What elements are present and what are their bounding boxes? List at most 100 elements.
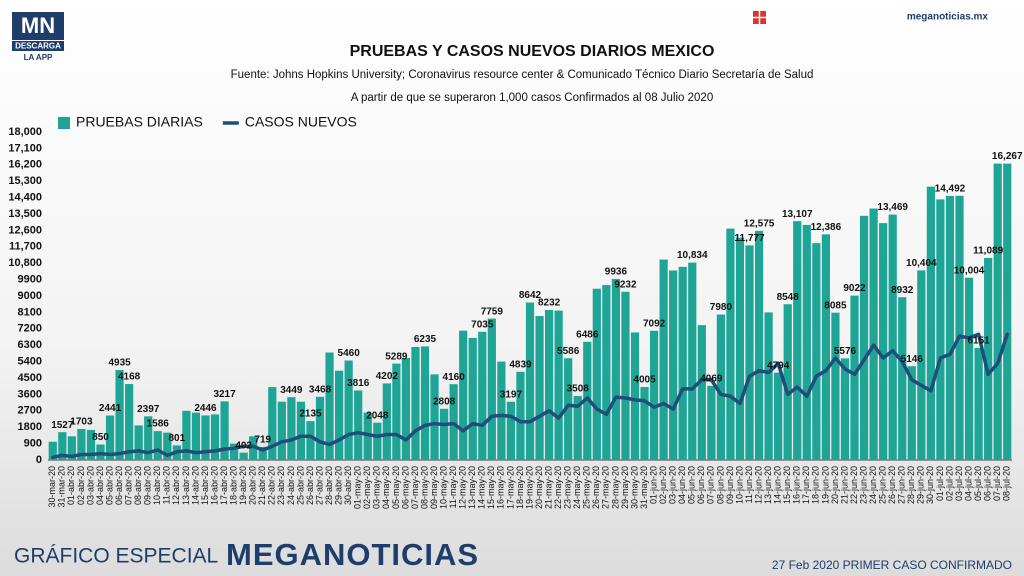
value-label: 402: [235, 440, 252, 451]
bar: [230, 443, 239, 460]
bar: [1003, 163, 1012, 461]
value-label: 2441: [99, 403, 122, 414]
value-label: 850: [92, 432, 109, 443]
bar: [258, 446, 267, 460]
x-tick-label: 25-jun-20: [878, 466, 888, 504]
x-tick-label: 22-abr-20: [267, 466, 277, 505]
bar: [315, 396, 325, 460]
y-tick-label: 0: [36, 454, 42, 466]
bar: [220, 401, 229, 460]
x-tick-label: 31-mar-20: [57, 466, 67, 508]
x-tick-label: 07-may-20: [410, 466, 420, 509]
x-tick-label: 09-abr-20: [143, 466, 153, 505]
x-tick-label: 06-abr-20: [114, 466, 124, 505]
bar: [888, 214, 897, 460]
y-tick-label: 1800: [18, 421, 42, 433]
bar: [659, 259, 668, 460]
bar: [382, 383, 391, 460]
x-tick-label: 03-jul-20: [954, 466, 964, 501]
bar: [67, 436, 76, 460]
y-tick-label: 18,000: [8, 126, 42, 138]
x-tick-label: 13-may-20: [467, 466, 477, 509]
bar: [296, 401, 306, 460]
x-tick-label: 28-jun-20: [906, 466, 916, 504]
bar: [678, 266, 687, 460]
value-label: 11,777: [735, 233, 765, 244]
value-label: 4935: [108, 358, 131, 369]
bar: [879, 223, 888, 460]
bar: [506, 401, 516, 460]
bar: [344, 360, 353, 460]
x-tick-label: 07-jun-20: [706, 466, 716, 504]
x-tick-label: 04-abr-20: [95, 466, 105, 505]
bar: [840, 358, 850, 460]
bar: [535, 316, 544, 460]
value-label: 12,386: [811, 222, 842, 233]
x-tick-label: 20-may-20: [534, 466, 544, 509]
value-label: 4168: [118, 372, 141, 383]
value-label: 6151: [967, 336, 990, 347]
bar: [907, 366, 916, 460]
bar: [640, 387, 649, 460]
y-tick-label: 10,800: [8, 257, 42, 269]
bar: [163, 432, 172, 460]
footer-right: 27 Feb 2020 PRIMER CASO CONFIRMADO: [772, 558, 1012, 572]
x-tick-label: 29-may-20: [620, 466, 630, 509]
value-label: 7759: [481, 306, 504, 317]
bar: [468, 337, 477, 460]
bar: [583, 341, 592, 460]
bar: [373, 422, 382, 460]
bar: [917, 270, 926, 460]
x-tick-label: 05-jul-20: [973, 466, 983, 501]
x-tick-label: 21-jun-20: [839, 466, 849, 504]
x-tick-label: 11-may-20: [448, 466, 458, 508]
bar: [898, 297, 907, 460]
chart-title: PRUEBAS Y CASOS NUEVOS DIARIOS MEXICO: [350, 43, 715, 60]
value-label: 12,575: [744, 218, 775, 229]
bar: [630, 332, 640, 460]
x-tick-label: 27-may-20: [601, 466, 611, 509]
bar: [516, 371, 525, 460]
bar: [945, 195, 955, 460]
bar: [707, 385, 716, 460]
bar: [497, 361, 506, 460]
value-label: 4794: [767, 360, 790, 371]
bar: [754, 230, 764, 460]
x-tick-label: 05-may-20: [391, 466, 401, 509]
value-label: 2808: [433, 396, 456, 407]
y-tick-label: 13,500: [8, 208, 42, 220]
x-tick-label: 23-jun-20: [858, 466, 868, 504]
value-label: 5576: [834, 346, 857, 357]
bar: [363, 412, 372, 460]
legend-swatch: [58, 117, 70, 129]
y-tick-label: 12,600: [8, 224, 42, 236]
bar: [153, 431, 162, 460]
bar: [984, 257, 993, 460]
y-tick-label: 16,200: [8, 159, 42, 171]
bar: [144, 416, 153, 460]
x-tick-label: 10-may-20: [438, 466, 448, 509]
logo-sub-box: [12, 41, 64, 51]
bar: [611, 278, 621, 460]
bar: [325, 352, 334, 460]
bar: [649, 330, 659, 460]
bar: [335, 370, 344, 460]
x-tick-label: 20-abr-20: [248, 466, 258, 505]
bar: [602, 285, 611, 460]
value-label: 8932: [891, 285, 914, 296]
bar: [573, 396, 582, 460]
footer-left: GRÁFICO ESPECIAL: [14, 545, 218, 568]
x-tick-label: 02-jun-20: [658, 466, 668, 504]
x-tick-label: 28-may-20: [610, 466, 620, 509]
bar: [802, 224, 811, 460]
x-tick-label: 15-abr-20: [200, 466, 210, 505]
x-tick-label: 04-jun-20: [677, 466, 687, 504]
bar: [688, 262, 697, 460]
logo-box: [12, 12, 64, 40]
x-tick-label: 29-jun-20: [916, 466, 926, 504]
x-tick-label: 30-mar-20: [47, 466, 57, 508]
x-tick-label: 17-jun-20: [801, 466, 811, 504]
value-label: 5289: [385, 351, 408, 362]
value-label: 10,404: [906, 258, 937, 269]
